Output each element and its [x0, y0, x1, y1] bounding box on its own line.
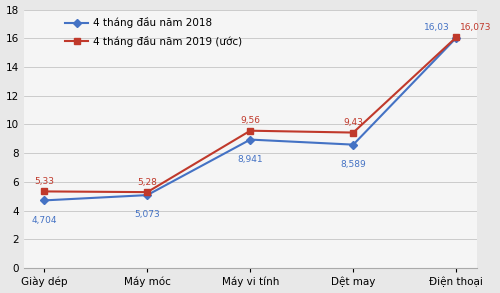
Text: 4,704: 4,704: [32, 216, 57, 225]
4 tháng đầu năm 2018: [350, 143, 356, 146]
4 tháng đầu năm 2018: [144, 193, 150, 197]
Text: 5,33: 5,33: [34, 177, 54, 186]
4 tháng đầu năm 2019 (ước): [350, 131, 356, 134]
4 tháng đầu năm 2018: [454, 36, 460, 40]
Text: 16,073: 16,073: [460, 23, 492, 32]
Text: 8,589: 8,589: [340, 160, 366, 169]
Line: 4 tháng đầu năm 2018: 4 tháng đầu năm 2018: [42, 35, 459, 203]
Legend: 4 tháng đầu năm 2018, 4 tháng đầu năm 2019 (ước): 4 tháng đầu năm 2018, 4 tháng đầu năm 20…: [65, 17, 242, 47]
Text: 9,43: 9,43: [344, 118, 363, 127]
4 tháng đầu năm 2018: [42, 199, 48, 202]
Text: 9,56: 9,56: [240, 116, 260, 125]
4 tháng đầu năm 2019 (ước): [42, 190, 48, 193]
Text: 5,073: 5,073: [134, 210, 160, 219]
4 tháng đầu năm 2019 (ước): [248, 129, 254, 132]
Text: 16,03: 16,03: [424, 23, 450, 32]
Text: 5,28: 5,28: [138, 178, 157, 187]
4 tháng đầu năm 2019 (ước): [144, 190, 150, 194]
Text: 8,941: 8,941: [238, 155, 263, 164]
4 tháng đầu năm 2018: [248, 138, 254, 141]
Line: 4 tháng đầu năm 2019 (ước): 4 tháng đầu năm 2019 (ước): [42, 35, 459, 195]
4 tháng đầu năm 2019 (ước): [454, 35, 460, 39]
